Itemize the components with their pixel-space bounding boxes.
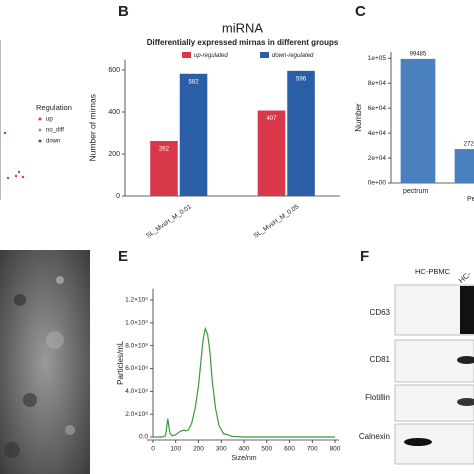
value-label: 596 — [296, 76, 307, 82]
y-tick-label: 0e+00 — [368, 180, 387, 187]
value-label: 27200 — [464, 142, 474, 148]
legend-swatch — [260, 52, 269, 58]
value-label: 407 — [266, 116, 277, 122]
legend-item: no_diff — [46, 128, 64, 134]
panel-label: E — [118, 248, 128, 265]
y-tick-label: 1.2×10⁹ — [125, 297, 148, 304]
bar — [257, 110, 286, 196]
bar — [150, 140, 178, 196]
x-tick-label: 500 — [261, 446, 272, 453]
value-label: 99485 — [410, 51, 427, 57]
blot-row: Calnexin — [359, 432, 390, 441]
legend-title: Regulation — [36, 103, 72, 112]
legend-label: up-regulated — [194, 53, 228, 59]
x-axis-label: Size/nm — [231, 455, 256, 462]
legend-item: up — [46, 117, 53, 123]
value-label: 582 — [189, 79, 200, 85]
panel-label: C — [355, 3, 366, 20]
legend-item: down — [46, 139, 60, 145]
blot-column: HC- — [457, 269, 473, 285]
x-tick-label: 100 — [170, 446, 181, 453]
x-tick-label: 0 — [151, 446, 155, 453]
x-tick-label: Peptide-Spec — [467, 196, 474, 203]
y-tick-label: 8e+04 — [368, 80, 387, 87]
x-tick-label: 300 — [216, 446, 227, 453]
y-tick-label: 600 — [108, 67, 120, 74]
y-tick-label: 0 — [116, 193, 120, 200]
western-blot: HC-PBMC HC- CD63 CD81 Flotillin Calnexin — [359, 267, 474, 465]
y-tick-label: 2e+04 — [368, 155, 387, 162]
legend-label: down-regulated — [272, 53, 314, 59]
x-tick-label: SL_MvsH_M_0.01 — [145, 203, 193, 240]
y-axis-label: Number — [354, 103, 363, 132]
blot-column: HC-PBMC — [415, 267, 451, 276]
y-axis-label: Particles/mL — [116, 340, 125, 385]
x-tick-label: 800 — [330, 446, 341, 453]
blot-row: CD63 — [370, 308, 391, 317]
y-tick-label: 6.0×10⁸ — [125, 365, 148, 372]
y-tick-label: 8.0×10⁸ — [125, 342, 148, 349]
y-axis-label: Number of mirnas — [87, 94, 97, 162]
bar — [400, 58, 436, 184]
x-tick-label: 400 — [239, 446, 250, 453]
y-tick-label: 400 — [108, 109, 120, 116]
y-tick-label: 6e+04 — [368, 105, 387, 112]
panel-label: B — [118, 3, 129, 20]
x-tick-label: 600 — [284, 446, 295, 453]
y-tick-label: 1.0×10⁹ — [125, 320, 148, 327]
y-tick-label: 4e+04 — [368, 130, 387, 137]
y-tick-label: 1e+05 — [368, 55, 387, 62]
y-tick-label: 200 — [108, 151, 120, 158]
y-tick-label: 2.0×10⁸ — [125, 411, 148, 418]
blot-row: CD81 — [370, 355, 391, 364]
chart-title: miRNA — [222, 20, 263, 35]
legend-swatch — [182, 52, 191, 58]
bar — [179, 73, 208, 196]
volcano-remnant: Regulation up no_diff down — [0, 40, 72, 200]
line — [153, 326, 335, 438]
y-tick-label: 4.0×10⁸ — [125, 388, 148, 395]
value-label: 262 — [159, 147, 170, 153]
x-tick-label: 700 — [307, 446, 318, 453]
micrograph — [0, 250, 90, 474]
x-tick-label: SL_MvsH_M_0.05 — [253, 203, 301, 240]
bar — [287, 70, 315, 196]
bar — [454, 149, 474, 183]
x-tick-label: pectrum — [403, 188, 428, 195]
panel-label: F — [360, 248, 369, 265]
chart-subtitle: Differentially expressed mirnas in diffe… — [147, 38, 339, 47]
y-tick-label: 0.0 — [139, 434, 148, 441]
x-tick-label: 200 — [193, 446, 204, 453]
blot-row: Flotillin — [365, 393, 390, 402]
